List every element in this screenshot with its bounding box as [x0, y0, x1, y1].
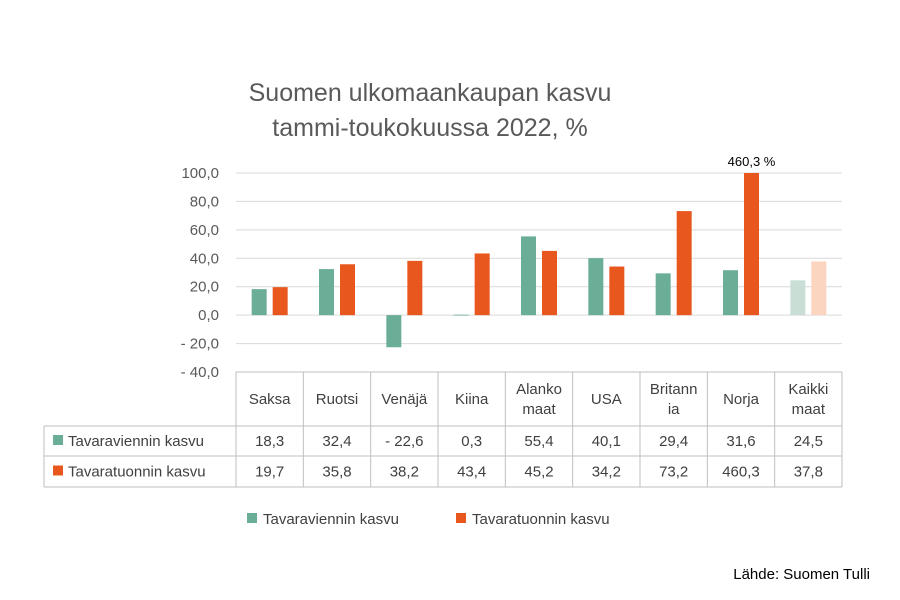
category-label: Venäjä: [381, 391, 428, 408]
category-label: USA: [591, 391, 622, 408]
category-label: Alanko: [516, 381, 562, 398]
table-value: 34,2: [592, 464, 621, 481]
bar-export: [319, 269, 334, 316]
legend-key-import: [53, 465, 63, 476]
bar-import: [676, 211, 692, 316]
y-tick-label: 0,0: [198, 307, 219, 324]
bar-export: [386, 315, 402, 348]
legend-swatch: [247, 513, 257, 523]
bar-import: [474, 253, 490, 316]
legend-key-export: [53, 435, 63, 445]
bar-import: [811, 261, 827, 316]
legend-swatch: [456, 513, 466, 523]
bar-export: [453, 314, 469, 316]
category-label: Norja: [723, 391, 760, 408]
table-value: 38,2: [390, 464, 419, 481]
y-tick-label: 20,0: [190, 279, 219, 296]
category-label: Ruotsi: [316, 391, 359, 408]
bar-import: [744, 173, 759, 316]
category-label: maat: [522, 401, 556, 418]
y-tick-label: - 20,0: [181, 336, 219, 353]
category-label: Kiina: [455, 391, 489, 408]
bar-import: [609, 266, 625, 316]
table-value: 18,3: [255, 433, 284, 450]
table-value: 35,8: [322, 464, 351, 481]
y-tick-label: - 40,0: [181, 364, 219, 381]
category-label: maat: [792, 401, 826, 418]
y-tick-label: 40,0: [190, 250, 219, 267]
chart-title-line-2: tammi-toukokuussa 2022, %: [272, 114, 588, 142]
bar-import: [272, 287, 288, 316]
y-tick-label: 60,0: [190, 222, 219, 239]
category-label: Kaikki: [788, 381, 828, 398]
category-label: ia: [668, 401, 680, 418]
table-value: 0,3: [461, 433, 482, 450]
table-value: 45,2: [524, 464, 553, 481]
table-value: 460,3: [722, 464, 760, 481]
category-label: Britann: [650, 381, 698, 398]
bar-annotation: 460,3 %: [728, 154, 776, 169]
bar-export: [588, 258, 604, 316]
y-tick-label: 100,0: [181, 165, 219, 182]
table-value: - 22,6: [385, 433, 423, 450]
bar-export: [251, 289, 267, 316]
category-label: Saksa: [249, 391, 291, 408]
row-header: Tavaratuonnin kasvu: [68, 464, 206, 481]
bar-import: [542, 250, 557, 316]
table-value: 55,4: [524, 433, 553, 450]
chart-title-line-1: Suomen ulkomaankaupan kasvu: [248, 79, 612, 107]
row-header: Tavaraviennin kasvu: [68, 433, 204, 450]
table-value: 43,4: [457, 464, 486, 481]
bar-import: [340, 264, 355, 316]
table-value: 19,7: [255, 464, 284, 481]
table-value: 73,2: [659, 464, 688, 481]
table-value: 32,4: [322, 433, 351, 450]
bar-export: [521, 236, 536, 316]
bar-export: [655, 273, 671, 316]
table-value: 31,6: [726, 433, 755, 450]
legend-label: Tavaratuonnin kasvu: [472, 511, 610, 528]
bar-export: [790, 280, 806, 316]
table-value: 24,5: [794, 433, 823, 450]
table-value: 37,8: [794, 464, 823, 481]
table-value: 40,1: [592, 433, 621, 450]
bar-export: [723, 270, 738, 316]
y-tick-label: 80,0: [190, 193, 219, 210]
bar-import: [407, 260, 423, 316]
source-note: Lähde: Suomen Tulli: [733, 566, 870, 583]
chart-title: Suomen ulkomaankaupan kasvu tammi-toukok…: [180, 76, 680, 146]
table-value: 29,4: [659, 433, 688, 450]
legend-label: Tavaraviennin kasvu: [263, 511, 399, 528]
